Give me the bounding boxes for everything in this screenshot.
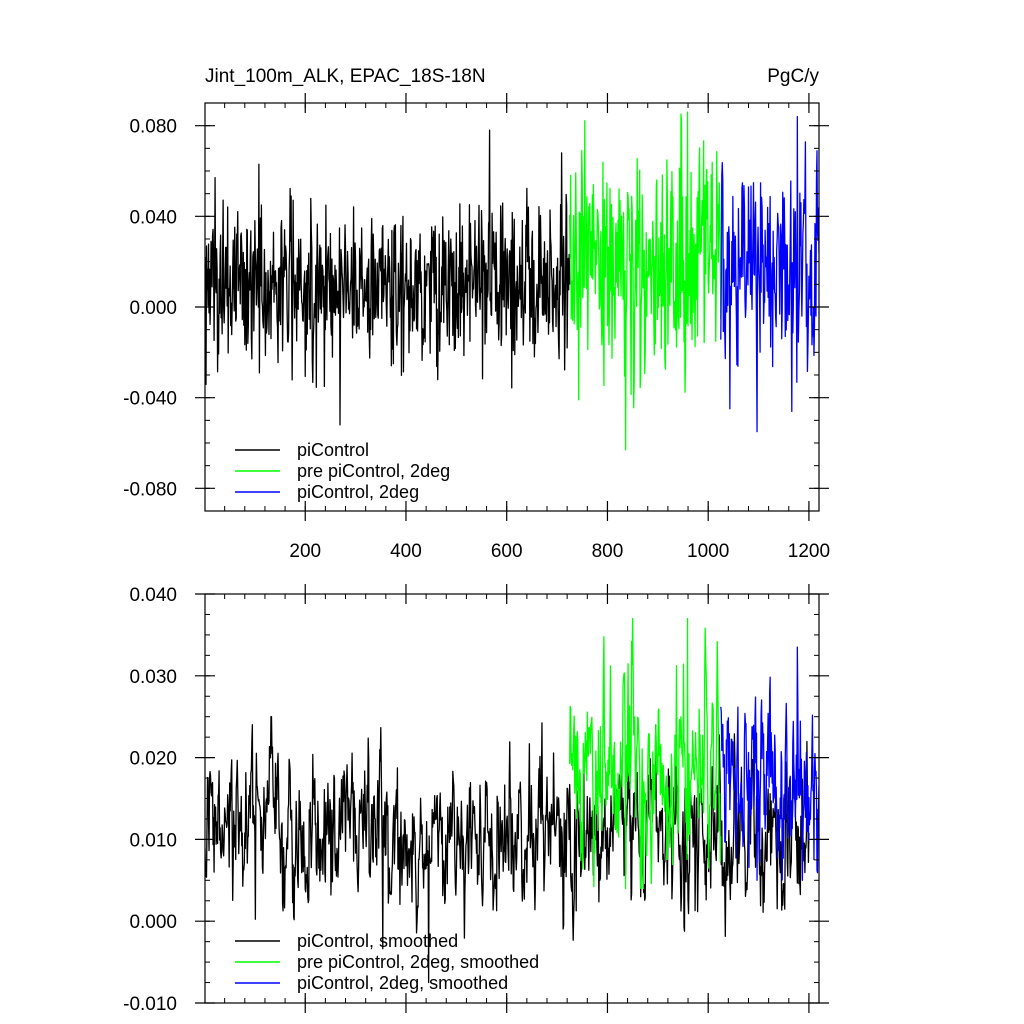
- top-legend-label: pre piControl, 2deg: [297, 461, 450, 481]
- top-x-tick-label: 1000: [687, 541, 729, 562]
- bottom-series-group: [205, 617, 819, 984]
- top-y-tick-label: -0.040: [123, 389, 177, 410]
- top-y-tick-label: 0.000: [129, 298, 177, 319]
- bottom-legend-label: piControl, smoothed: [297, 931, 458, 951]
- top-x-tick-label: 600: [491, 541, 523, 562]
- bottom-y-tick-label: 0.030: [129, 667, 177, 688]
- top-series-picontrol-2deg: [720, 115, 819, 433]
- bottom-y-tick-label: 0.010: [129, 830, 177, 851]
- top-y-tick-label: -0.080: [123, 479, 177, 500]
- top-series-group: [205, 111, 819, 451]
- bottom-series-pre-picontrol-2deg-smoothed: [569, 617, 722, 890]
- bottom-y-tick-label: 0.000: [129, 912, 177, 933]
- top-x-tick-label: 200: [289, 541, 321, 562]
- top-series-picontrol: [205, 129, 571, 426]
- top-y-tick-label: 0.040: [129, 207, 177, 228]
- top-x-tick-label: 800: [592, 541, 624, 562]
- bottom-y-tick-label: -0.010: [123, 994, 177, 1015]
- bottom-panel: 0.040 0.030 0.020 0.010 0.000 -0.010 piControl…: [123, 584, 829, 1015]
- bottom-y-tick-label: 0.020: [129, 749, 177, 770]
- top-panel: 0.080 0.040 0.000 -0.040 -0.080 200 400 600 800 1…: [123, 93, 830, 562]
- panel-title-right: PgC/y: [767, 66, 819, 87]
- bottom-legend-label: pre piControl, 2deg, smoothed: [297, 952, 539, 972]
- bottom-series-picontrol-2deg-smoothed: [720, 646, 819, 881]
- bottom-legend-label: piControl, 2deg, smoothed: [297, 973, 508, 993]
- top-x-tick-label: 1200: [788, 541, 830, 562]
- bottom-y-tick-label: 0.040: [129, 585, 177, 606]
- top-y-tick-label: 0.080: [129, 117, 177, 138]
- top-legend-label: piControl: [297, 440, 369, 460]
- top-series-pre-picontrol-2deg: [569, 111, 722, 451]
- panel-title-left: Jint_100m_ALK, EPAC_18S-18N: [205, 66, 486, 87]
- top-legend-label: piControl, 2deg: [297, 482, 419, 502]
- top-x-tick-label: 400: [390, 541, 422, 562]
